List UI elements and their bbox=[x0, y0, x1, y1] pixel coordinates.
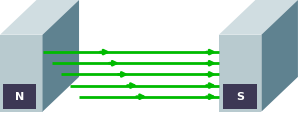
Polygon shape bbox=[219, 35, 261, 112]
Bar bbox=[223, 84, 257, 109]
Polygon shape bbox=[261, 0, 298, 112]
Polygon shape bbox=[0, 35, 43, 112]
Polygon shape bbox=[0, 0, 79, 35]
Text: N: N bbox=[15, 92, 24, 102]
Text: S: S bbox=[236, 92, 244, 102]
Polygon shape bbox=[43, 0, 79, 112]
Bar bbox=[3, 84, 36, 109]
Polygon shape bbox=[219, 0, 298, 35]
